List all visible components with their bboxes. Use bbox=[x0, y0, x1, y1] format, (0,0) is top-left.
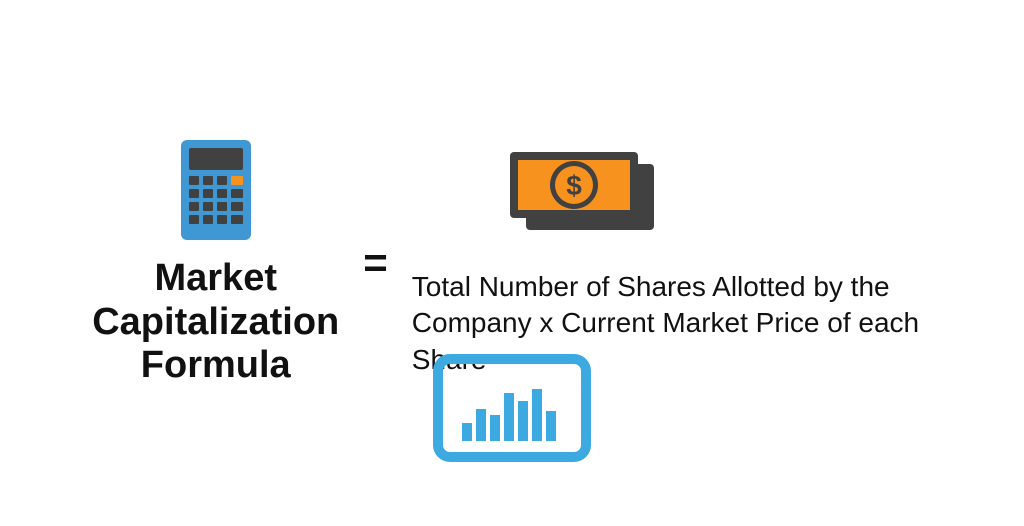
calculator-icon bbox=[177, 138, 255, 247]
money-icon: $ bbox=[502, 148, 670, 253]
title-line-3: Formula bbox=[141, 344, 291, 386]
left-column: Market Capitalization Formula bbox=[92, 138, 339, 388]
title-line-1: Market bbox=[154, 257, 277, 299]
svg-text:$: $ bbox=[566, 170, 582, 201]
right-column: $ Total Number of Shares Allotted by the… bbox=[412, 148, 932, 378]
infographic-container: Market Capitalization Formula = $ bbox=[0, 0, 1024, 526]
chart-icon bbox=[432, 353, 592, 468]
formula-title: Market Capitalization Formula bbox=[92, 257, 339, 388]
title-line-2: Capitalization bbox=[92, 301, 339, 343]
equals-sign: = bbox=[363, 239, 388, 287]
formula-row: Market Capitalization Formula = $ bbox=[92, 138, 932, 388]
